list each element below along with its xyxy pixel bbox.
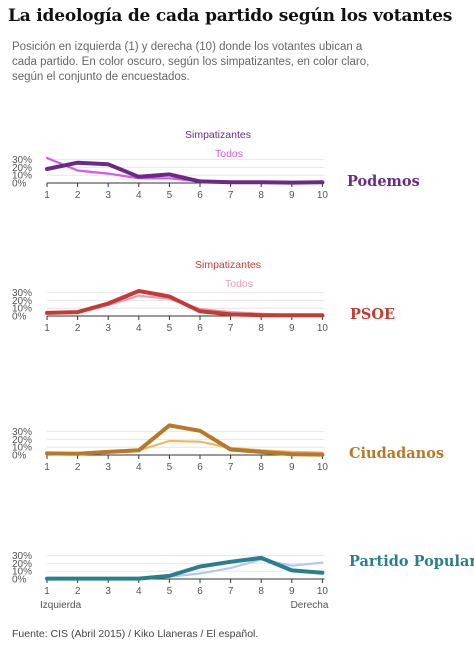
series-line-simpatizantes — [45, 289, 325, 318]
x-tick-label: 1 — [44, 323, 50, 334]
x-tick-label: 1 — [44, 586, 50, 597]
x-tick-label: 5 — [167, 586, 173, 597]
x-tick-label: 1 — [44, 462, 50, 473]
series-line-simpatizantes — [45, 160, 325, 185]
x-tick-label: 10 — [317, 323, 329, 334]
x-tick-label: 4 — [136, 190, 142, 201]
x-tick-label: 7 — [228, 462, 234, 473]
chart-psoe: 0%10%20%30% 1 2 3 4 5 6 7 8 9 10 Simpatizantes Todos… — [12, 259, 395, 334]
x-tick-label: 7 — [228, 586, 234, 597]
chart-podemos: 0%10%20%30% 1 2 3 4 5 6 7 8 9 10 Simpatizantes Todos… — [12, 129, 420, 201]
x-tick-label: 6 — [197, 586, 203, 597]
x-tick-label: 8 — [258, 462, 264, 473]
y-tick-label: 0% — [12, 451, 27, 462]
chart-title: La ideología de cada partido según los v… — [8, 6, 453, 26]
x-tick-label: 9 — [289, 462, 295, 473]
x-tick-label: 8 — [258, 586, 264, 597]
x-tick-label: 9 — [289, 323, 295, 334]
y-tick-label: 10% — [12, 567, 32, 578]
chart-ciudadanos: 0%10%20%30% 1 2 3 4 5 6 7 8 9 10 Ciudadanos — [12, 423, 444, 473]
series-line-simpatizantes — [45, 555, 325, 581]
x-tick-label: 3 — [105, 462, 111, 473]
x-tick-label: 3 — [105, 586, 111, 597]
x-tick-label: 4 — [136, 586, 142, 597]
x-tick-label: 10 — [317, 586, 329, 597]
x-tick-label: 3 — [105, 323, 111, 334]
series-line-simpatizantes — [45, 423, 325, 457]
y-tick-label: 20% — [12, 559, 32, 570]
y-tick-label: 20% — [12, 163, 32, 174]
y-tick-label: 10% — [12, 304, 32, 315]
y-tick-label: 10% — [12, 171, 32, 182]
x-tick-label: 1 — [44, 190, 50, 201]
y-tick-label: 30% — [12, 427, 32, 438]
y-tick-label: 30% — [12, 155, 32, 166]
y-tick-label: 0% — [12, 179, 27, 190]
x-tick-label: 8 — [258, 190, 264, 201]
x-end-label-left: Izquierda — [40, 600, 82, 611]
x-tick-label: 7 — [228, 323, 234, 334]
y-tick-label: 0% — [12, 575, 27, 586]
y-tick-label: 10% — [12, 443, 32, 454]
x-tick-label: 9 — [289, 586, 295, 597]
x-tick-label: 5 — [167, 323, 173, 334]
y-tick-label: 0% — [12, 312, 27, 323]
series-label-todos: Todos — [225, 278, 253, 290]
x-tick-label: 2 — [75, 190, 81, 201]
series-label-simpatizantes: Simpatizantes — [185, 129, 251, 141]
x-tick-label: 5 — [167, 462, 173, 473]
y-tick-label: 20% — [12, 435, 32, 446]
x-tick-label: 2 — [75, 323, 81, 334]
y-tick-label: 30% — [12, 288, 32, 299]
x-tick-label: 10 — [317, 190, 329, 201]
x-tick-label: 6 — [197, 323, 203, 334]
party-label-partido-popular: Partido Popular — [349, 553, 474, 570]
x-tick-label: 2 — [75, 586, 81, 597]
party-label-ciudadanos: Ciudadanos — [349, 445, 444, 462]
x-tick-label: 2 — [75, 462, 81, 473]
x-tick-label: 6 — [197, 462, 203, 473]
party-label-podemos: Podemos — [347, 173, 420, 190]
source-footer: Fuente: CIS (Abril 2015) / Kiko Llaneras… — [12, 628, 259, 640]
chart-subtitle: Posición en izquierda (1) y derecha (10)… — [12, 41, 370, 83]
series-label-simpatizantes: Simpatizantes — [195, 259, 261, 271]
y-tick-label: 20% — [12, 296, 32, 307]
x-tick-label: 3 — [105, 190, 111, 201]
chart-partido-popular: 0%10%20%30% 1 2 3 4 5 6 7 8 9 10 Izquierda Derecha Pa… — [12, 551, 474, 611]
party-label-psoe: PSOE — [350, 306, 395, 323]
series-label-todos: Todos — [215, 148, 243, 160]
x-tick-label: 8 — [258, 323, 264, 334]
x-end-label-right: Derecha — [291, 600, 329, 611]
x-tick-label: 4 — [136, 323, 142, 334]
x-tick-label: 10 — [317, 462, 329, 473]
series-line-todos — [45, 558, 324, 580]
y-tick-label: 30% — [12, 551, 32, 562]
x-tick-label: 5 — [167, 190, 173, 201]
x-tick-label: 7 — [228, 190, 234, 201]
x-tick-label: 9 — [289, 190, 295, 201]
x-tick-label: 4 — [136, 462, 142, 473]
x-tick-label: 6 — [197, 190, 203, 201]
